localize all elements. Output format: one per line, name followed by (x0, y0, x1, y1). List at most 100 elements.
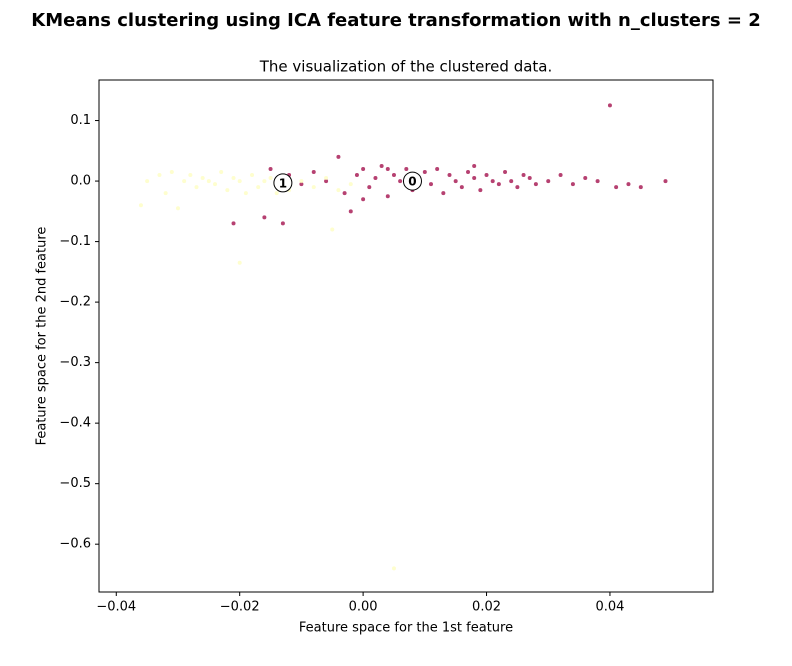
point (225, 188, 230, 193)
point (583, 176, 588, 181)
point (428, 182, 433, 187)
point (194, 185, 199, 190)
point (422, 169, 427, 174)
point (441, 191, 446, 196)
point (311, 169, 316, 174)
y-tick-label: −0.3 (59, 355, 91, 370)
point (515, 185, 520, 190)
point (145, 179, 150, 184)
point (435, 166, 440, 171)
point (280, 221, 285, 226)
point (299, 182, 304, 187)
point (311, 185, 316, 190)
y-tick-label: −0.2 (59, 295, 91, 310)
point (626, 182, 631, 187)
point (459, 185, 464, 190)
point (472, 163, 477, 168)
x-tick-label: 0.00 (349, 600, 378, 615)
point (570, 182, 575, 187)
point (391, 566, 396, 571)
point (607, 103, 612, 108)
point (299, 179, 304, 184)
point (595, 179, 600, 184)
point (614, 185, 619, 190)
point (472, 176, 477, 181)
point (484, 173, 489, 178)
point (379, 163, 384, 168)
y-tick-label: −0.4 (59, 416, 91, 431)
point (231, 176, 236, 181)
point (243, 191, 248, 196)
point (268, 166, 273, 171)
center-label: 1 (279, 176, 287, 190)
point (330, 227, 335, 232)
point (324, 179, 329, 184)
point (175, 206, 180, 211)
point (466, 169, 471, 174)
point (354, 173, 359, 178)
chart-subtitle: The visualization of the clustered data. (259, 58, 553, 76)
point (638, 185, 643, 190)
point (348, 182, 353, 187)
point (213, 182, 218, 187)
point (361, 166, 366, 171)
point (169, 169, 174, 174)
y-tick-label: 0.0 (70, 174, 91, 189)
y-tick-label: −0.6 (59, 537, 91, 552)
point (398, 179, 403, 184)
point (663, 179, 668, 184)
point (324, 176, 329, 181)
y-tick-label: −0.5 (59, 476, 91, 491)
point (342, 191, 347, 196)
point (182, 179, 187, 184)
cluster-center (402, 171, 422, 191)
point (262, 215, 267, 220)
point (503, 169, 508, 174)
point (138, 203, 143, 208)
plot-frame (98, 79, 714, 593)
point (385, 166, 390, 171)
point (404, 166, 409, 171)
point (509, 179, 514, 184)
point (206, 179, 211, 184)
point (262, 179, 267, 184)
point (361, 197, 366, 202)
point (237, 179, 242, 184)
point (336, 188, 341, 193)
point (336, 154, 341, 159)
point (200, 176, 205, 181)
point (447, 173, 452, 178)
point (237, 260, 242, 265)
point (348, 209, 353, 214)
point (496, 182, 501, 187)
point (490, 179, 495, 184)
point (231, 221, 236, 226)
point (391, 173, 396, 178)
point (250, 173, 255, 178)
x-tick-label: −0.04 (96, 600, 136, 615)
point (521, 173, 526, 178)
point (533, 182, 538, 187)
point (219, 169, 224, 174)
y-tick-label: 0.1 (70, 113, 91, 128)
point (157, 173, 162, 178)
point (163, 191, 168, 196)
cluster-center (273, 173, 293, 193)
point (274, 191, 279, 196)
x-tick-label: 0.02 (472, 600, 501, 615)
point (453, 179, 458, 184)
x-tick-label: 0.04 (595, 600, 624, 615)
point (256, 185, 261, 190)
y-tick-label: −0.1 (59, 234, 91, 249)
point (558, 173, 563, 178)
x-axis-label: Feature space for the 1st feature (299, 621, 513, 636)
x-tick-label: −0.02 (220, 600, 260, 615)
point (546, 179, 551, 184)
point (385, 194, 390, 199)
point (527, 176, 532, 181)
point (367, 185, 372, 190)
point (373, 176, 378, 181)
point (188, 173, 193, 178)
chart-title: KMeans clustering using ICA feature tran… (31, 10, 761, 31)
